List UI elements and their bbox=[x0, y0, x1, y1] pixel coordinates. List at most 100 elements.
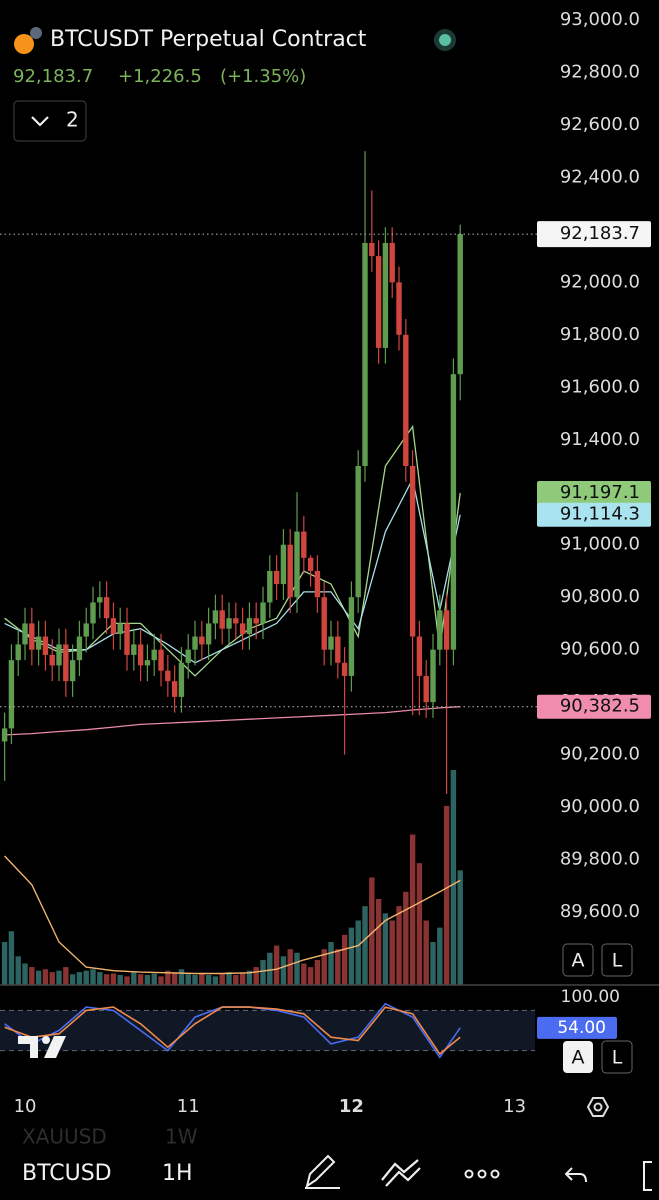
settings-center bbox=[593, 1102, 603, 1112]
y-tick-label: 90,600.0 bbox=[560, 639, 640, 660]
auto-button[interactable] bbox=[563, 1041, 593, 1073]
undo-icon[interactable] bbox=[564, 1167, 587, 1183]
candle-body bbox=[165, 670, 171, 682]
stoch-line bbox=[4, 1006, 461, 1056]
fullscreen-icon[interactable] bbox=[643, 1161, 652, 1191]
volume-bar bbox=[382, 913, 389, 985]
volume-bar bbox=[76, 972, 83, 985]
volume-bar bbox=[178, 969, 185, 985]
candle-body bbox=[192, 636, 198, 650]
auto-button[interactable] bbox=[562, 943, 594, 977]
y-tick-label: 92,000.0 bbox=[560, 271, 640, 292]
volume-bar bbox=[369, 877, 375, 985]
volume-bar bbox=[389, 920, 395, 985]
status-dot bbox=[439, 34, 451, 46]
symbol-button[interactable]: BTCUSD bbox=[22, 1161, 112, 1186]
volume-bar bbox=[205, 974, 212, 985]
volume-bar bbox=[29, 967, 35, 985]
interval-button[interactable]: 1H bbox=[162, 1161, 193, 1186]
candle-body bbox=[416, 636, 423, 676]
candle-body bbox=[389, 242, 395, 283]
volume-bar bbox=[35, 970, 42, 985]
toggle-box[interactable] bbox=[13, 100, 87, 142]
candle-body bbox=[63, 644, 69, 682]
volume-bar bbox=[110, 973, 117, 985]
log-label: L bbox=[612, 950, 623, 972]
candle-body bbox=[362, 242, 368, 466]
moving-average-line bbox=[4, 706, 461, 736]
more-icon[interactable] bbox=[464, 1169, 500, 1179]
y-tick-label: 92,400.0 bbox=[560, 166, 640, 187]
y-tick-label: 92,600.0 bbox=[560, 114, 640, 135]
candle-body bbox=[382, 242, 389, 348]
draw-icon[interactable] bbox=[305, 1154, 340, 1189]
candle-body bbox=[56, 644, 62, 666]
volume-bar bbox=[171, 972, 178, 985]
candle-body bbox=[253, 618, 259, 624]
volume-bar bbox=[97, 972, 103, 985]
volume-bar bbox=[409, 834, 416, 985]
volume-bar bbox=[341, 934, 348, 985]
y-tick-label: 90,000.0 bbox=[560, 796, 640, 817]
indicator-toggle[interactable]: 2 bbox=[13, 100, 87, 142]
volume-bar bbox=[301, 963, 307, 985]
volume-bar bbox=[273, 945, 280, 985]
candle-body bbox=[226, 618, 232, 629]
candle-body bbox=[321, 597, 327, 650]
candle-body bbox=[97, 597, 103, 603]
dot bbox=[477, 1169, 487, 1179]
candle-body bbox=[117, 623, 123, 634]
candle-body bbox=[76, 636, 83, 661]
log-button[interactable] bbox=[601, 1040, 633, 1074]
volume-bar bbox=[226, 972, 232, 985]
volume-bar bbox=[287, 949, 293, 985]
candle-body bbox=[239, 623, 246, 634]
ma-value-box bbox=[537, 694, 651, 719]
candle-body bbox=[35, 636, 42, 650]
change-pct: (+1.35%) bbox=[220, 66, 306, 87]
stoch-tick-label: 100.00 bbox=[561, 987, 620, 1007]
log-button[interactable] bbox=[601, 943, 633, 977]
volume-bar bbox=[103, 974, 110, 985]
y-tick-label: 91,400.0 bbox=[560, 429, 640, 450]
volume-bar bbox=[314, 959, 321, 985]
indicator-count: 2 bbox=[66, 108, 79, 132]
volume-bar bbox=[22, 963, 28, 985]
volume-bar bbox=[212, 976, 219, 985]
candle-body bbox=[443, 610, 450, 650]
candle-body bbox=[314, 570, 321, 598]
y-tick-label: 90,200.0 bbox=[560, 744, 640, 765]
candle-body bbox=[328, 636, 334, 650]
ma-value-label: 91,114.3 bbox=[560, 504, 640, 525]
candle-body bbox=[1, 728, 8, 742]
candle-body bbox=[287, 544, 293, 598]
candle-body bbox=[348, 597, 355, 676]
plot-layer: 93,000.092,800.092,600.092,400.092,200.0… bbox=[0, 9, 659, 1117]
volume-bar bbox=[355, 920, 361, 985]
candle-body bbox=[205, 623, 212, 645]
volume-bar bbox=[219, 974, 225, 985]
ma-value-box bbox=[537, 480, 651, 505]
candle-body bbox=[29, 623, 35, 650]
volume-bar bbox=[375, 899, 382, 985]
stoch-value-label: 54.00 bbox=[557, 1018, 606, 1038]
y-tick-label: 92,800.0 bbox=[560, 61, 640, 82]
volume-bar bbox=[56, 970, 62, 985]
candle-body bbox=[260, 602, 266, 624]
candle-body bbox=[396, 282, 402, 335]
candle-body bbox=[8, 660, 15, 729]
volume-bar bbox=[165, 970, 171, 985]
volume-bar bbox=[137, 974, 144, 985]
volume-bar bbox=[307, 967, 314, 985]
volume-bar bbox=[69, 974, 76, 985]
indicator-icon[interactable] bbox=[381, 1159, 421, 1187]
candle-body bbox=[90, 602, 96, 624]
volume-bar bbox=[260, 959, 266, 985]
logo bbox=[18, 1036, 66, 1058]
settings-icon[interactable] bbox=[586, 1097, 610, 1117]
candle-body bbox=[42, 636, 49, 655]
candle-body bbox=[219, 610, 225, 629]
exchange-icon bbox=[30, 27, 42, 39]
